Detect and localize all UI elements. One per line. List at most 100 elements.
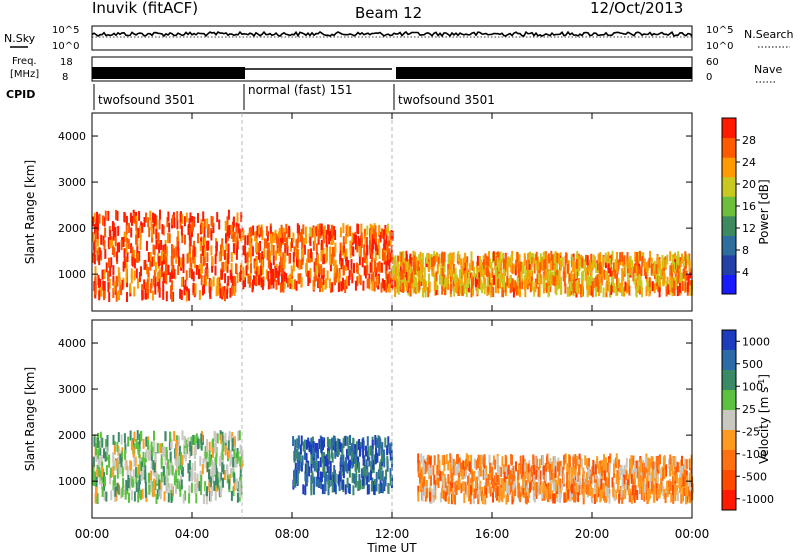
heat-cell [372,481,374,491]
heat-cell [511,474,514,485]
heat-cell [434,489,437,500]
heat-cell [373,261,376,272]
heat-cell [135,252,138,263]
heat-cell [203,247,206,258]
heat-cell [417,485,420,496]
heat-cell [397,261,400,272]
heat-cell [131,256,134,267]
heat-cell [198,290,201,300]
heat-cell [602,257,605,268]
heat-cell [189,224,192,235]
heat-cell [474,478,477,489]
heat-cell [526,259,529,270]
heat-cell [331,235,334,246]
heat-cell [203,451,206,462]
heat-cell [472,285,474,296]
heat-cell [299,444,302,455]
heat-cell [607,251,610,262]
heat-cell [372,228,375,239]
heat-cell [103,490,106,501]
heat-cell [122,261,125,272]
heat-cell [149,260,152,271]
heat-cell [373,281,376,292]
heat-cell [354,474,357,485]
heat-cell [574,465,576,476]
heat-cell [220,244,222,255]
heat-cell [181,466,184,477]
heat-cell [330,282,332,293]
heat-cell [681,486,684,497]
heat-cell [224,440,227,451]
heat-cell [321,484,324,495]
x-tick-label: 16:00 [475,527,510,541]
heat-cell [255,230,258,241]
heat-cell [648,461,650,472]
heat-cell [440,264,443,275]
heat-cell [211,256,214,266]
heat-cell [581,279,584,290]
x-tick-label: 00:00 [675,527,710,541]
heat-cell [485,487,488,498]
heat-cell [534,482,536,493]
heat-cell [572,283,575,294]
heat-cell [151,446,154,457]
heat-cell [169,432,172,443]
heat-cell [222,464,225,475]
heat-cell [396,283,399,294]
heat-cell [453,286,456,297]
heat-cell [292,252,295,263]
heat-cell [447,474,450,484]
heat-cell [500,487,503,498]
heat-cell [179,212,182,223]
heat-cell [501,273,504,284]
heat-cell [496,464,499,475]
heat-cell [132,447,135,458]
heat-cell [323,437,326,448]
heat-cell [195,264,198,275]
heat-cell [187,252,190,263]
heat-cell [408,278,411,288]
heat-cell [640,280,643,291]
heat-cell [297,438,300,449]
heat-cell [382,479,385,490]
heat-cell [233,472,236,483]
heat-cell [471,260,474,271]
heat-cell [620,487,623,498]
heat-cell [627,258,630,269]
heat-cell [257,275,260,286]
heat-cell [470,454,473,465]
heat-cell [176,456,179,466]
heat-cell [122,477,125,488]
heat-cell [525,278,528,288]
heat-cell [240,269,243,280]
heat-cell [349,240,352,251]
heat-cell [345,234,348,244]
heat-cell [516,282,519,293]
heat-cell [334,242,337,253]
heat-cell [173,248,175,259]
heat-cell [151,227,154,238]
heat-cell [378,446,381,456]
heat-cell [532,459,535,470]
heat-cell [441,267,444,278]
heat-cell [95,445,97,456]
heat-cell [153,245,156,256]
heat-cell [376,437,379,448]
heat-cell [499,278,502,289]
heat-cell [282,252,285,263]
heat-cell [310,463,313,473]
heat-cell [255,242,258,253]
heat-cell [94,493,97,504]
heat-cell [102,280,105,291]
heat-cell [561,256,564,267]
heat-cell [673,261,676,272]
heat-cell [640,490,643,500]
heat-cell [168,465,171,476]
heat-cell [563,275,566,286]
heat-cell [119,464,122,475]
heat-cell [346,436,349,447]
heat-cell [400,251,403,262]
heat-cell [687,255,690,266]
heat-cell [294,439,297,450]
heat-cell [358,273,361,284]
